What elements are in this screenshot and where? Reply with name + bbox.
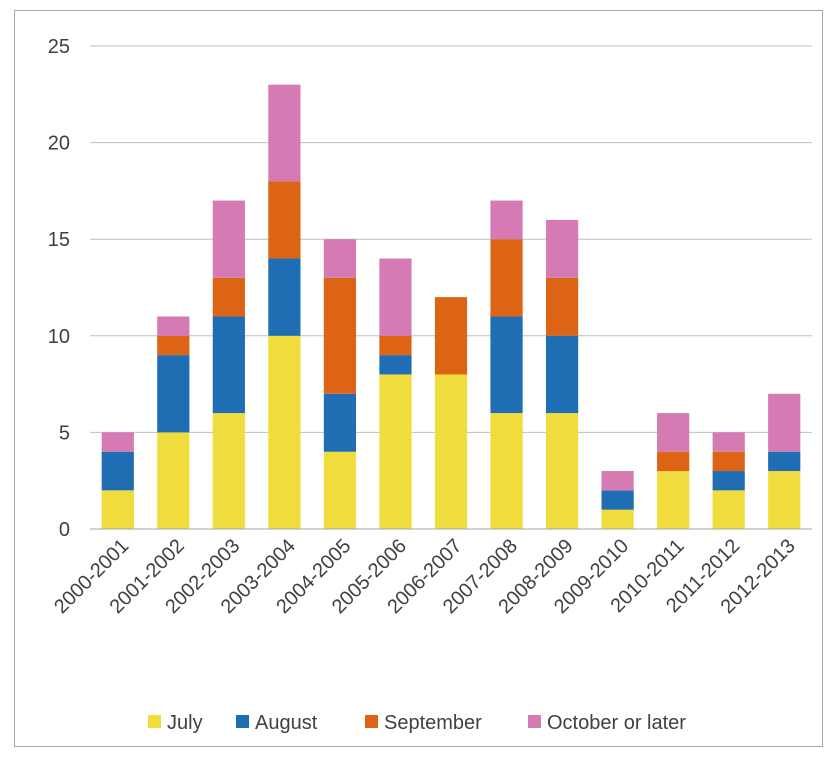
bar-2003-2004-september bbox=[268, 181, 301, 259]
legend-label: October or later bbox=[547, 712, 686, 734]
bar-2008-2009-october-or-later bbox=[545, 219, 579, 278]
bar-2010-2011-october-or-later bbox=[657, 413, 690, 452]
bar-2005-2006-july bbox=[379, 374, 412, 529]
bar-2007-2008-september bbox=[490, 239, 523, 317]
bar-2003-2004-august bbox=[268, 258, 301, 336]
bar-2000-2001-october-or-later bbox=[101, 432, 134, 452]
bar-2006-2007-september bbox=[434, 297, 468, 375]
bar-2002-2003-september bbox=[212, 277, 245, 317]
bar-2005-2006-september bbox=[379, 335, 412, 356]
bar-2001-2002-september bbox=[157, 335, 190, 356]
y-tick-label: 5 bbox=[59, 422, 70, 444]
bar-2011-2012-september bbox=[712, 451, 745, 472]
bar-2005-2006-august bbox=[379, 355, 412, 375]
bar-2011-2012-october-or-later bbox=[712, 432, 745, 452]
bar-2009-2010-july bbox=[601, 509, 634, 529]
x-axis-ticks: 2000-20012001-20022002-20032003-20042004… bbox=[50, 535, 800, 618]
y-tick-label: 0 bbox=[59, 519, 70, 541]
bar-2001-2002-july bbox=[157, 432, 190, 529]
y-tick-label: 10 bbox=[48, 326, 70, 348]
legend: July August September October or later bbox=[148, 712, 686, 734]
bar-2010-2011-july bbox=[657, 471, 690, 529]
legend-item-july: July bbox=[148, 712, 203, 734]
bar-2004-2005-august bbox=[323, 393, 357, 452]
y-tick-label: 15 bbox=[48, 229, 70, 251]
bar-2000-2001-july bbox=[101, 490, 134, 529]
legend-swatch bbox=[236, 715, 249, 728]
bar-2001-2002-october-or-later bbox=[157, 316, 190, 336]
legend-swatch bbox=[365, 715, 378, 728]
y-tick-label: 20 bbox=[48, 133, 70, 155]
bar-2009-2010-october-or-later bbox=[601, 471, 634, 491]
bar-2006-2007-july bbox=[434, 374, 468, 529]
legend-swatch bbox=[528, 715, 541, 728]
bar-2004-2005-september bbox=[323, 277, 357, 394]
bar-2004-2005-july bbox=[323, 451, 357, 529]
bar-2004-2005-october-or-later bbox=[323, 239, 357, 278]
bar-2008-2009-july bbox=[545, 413, 579, 529]
legend-swatch bbox=[148, 715, 161, 728]
bars bbox=[101, 84, 801, 529]
legend-item-august: August bbox=[236, 712, 318, 734]
legend-label: August bbox=[255, 712, 318, 734]
bar-2005-2006-october-or-later bbox=[379, 258, 412, 336]
bar-2008-2009-september bbox=[545, 277, 579, 336]
legend-label: July bbox=[167, 712, 203, 734]
bar-2009-2010-august bbox=[601, 490, 634, 510]
chart-frame bbox=[14, 10, 823, 747]
bar-2002-2003-october-or-later bbox=[212, 200, 245, 278]
bar-2008-2009-august bbox=[545, 335, 579, 414]
legend-item-october-or-later: October or later bbox=[528, 712, 686, 734]
bar-2001-2002-august bbox=[157, 355, 190, 433]
bar-2011-2012-august bbox=[712, 471, 745, 491]
bar-2002-2003-july bbox=[212, 413, 245, 529]
y-tick-label: 25 bbox=[48, 36, 70, 58]
bar-2000-2001-august bbox=[101, 451, 134, 491]
bar-2003-2004-october-or-later bbox=[268, 84, 301, 182]
bar-2012-2013-october-or-later bbox=[768, 393, 801, 452]
bar-2007-2008-july bbox=[490, 413, 523, 529]
bar-2012-2013-august bbox=[768, 451, 801, 472]
bar-2003-2004-july bbox=[268, 335, 301, 529]
legend-label: September bbox=[384, 712, 482, 734]
legend-item-september: September bbox=[365, 712, 482, 734]
bar-2007-2008-august bbox=[490, 316, 523, 414]
bar-2011-2012-july bbox=[712, 490, 745, 529]
bar-2007-2008-october-or-later bbox=[490, 200, 523, 240]
bar-2012-2013-july bbox=[768, 471, 801, 529]
y-axis-ticks: 0 5 10 15 20 25 bbox=[48, 36, 70, 541]
bar-2002-2003-august bbox=[212, 316, 245, 414]
bar-2010-2011-september bbox=[657, 451, 690, 472]
